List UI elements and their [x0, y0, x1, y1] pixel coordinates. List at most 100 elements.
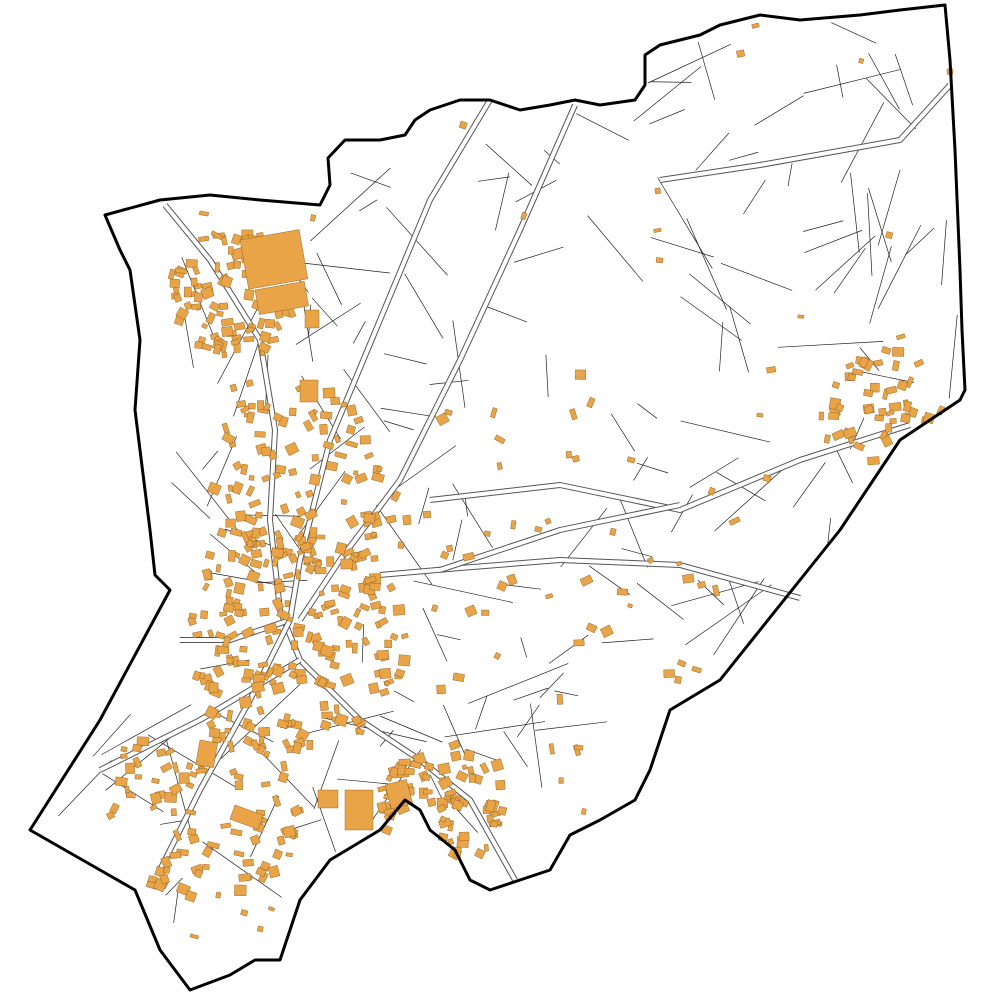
building: [205, 311, 217, 325]
building: [239, 645, 248, 653]
parcel-line: [868, 188, 892, 262]
parcel-line: [437, 634, 461, 641]
building: [206, 841, 220, 850]
building: [279, 503, 290, 515]
building: [240, 909, 249, 917]
building: [235, 510, 247, 522]
building: [873, 359, 884, 367]
building: [234, 608, 245, 618]
parcel-line: [650, 81, 692, 83]
building: [189, 770, 198, 778]
building: [231, 233, 242, 246]
building: [569, 408, 578, 421]
building: [202, 582, 210, 592]
building: [818, 411, 824, 421]
building: [185, 762, 194, 771]
parcel-line: [444, 721, 546, 738]
building: [254, 281, 309, 315]
building: [627, 603, 633, 609]
building: [219, 611, 228, 617]
building: [167, 268, 176, 280]
building: [439, 550, 450, 560]
building: [341, 472, 354, 485]
parcel-line: [647, 43, 731, 84]
building: [216, 527, 228, 538]
parcel-line: [877, 224, 922, 310]
building: [346, 404, 358, 417]
building: [192, 630, 203, 639]
building: [426, 797, 437, 808]
building: [305, 489, 314, 498]
building: [707, 486, 716, 496]
parcel-line: [171, 482, 211, 519]
parcel-line: [482, 304, 528, 323]
building: [751, 22, 760, 29]
building: [294, 491, 302, 499]
building: [330, 608, 340, 616]
commune-boundary: [28, 3, 967, 992]
building: [386, 582, 396, 593]
building: [238, 873, 252, 882]
building: [204, 705, 219, 721]
building: [392, 604, 406, 616]
building: [444, 408, 453, 416]
building: [422, 510, 432, 519]
building: [188, 612, 197, 619]
building: [248, 475, 255, 481]
building: [682, 573, 695, 584]
building: [330, 397, 340, 405]
building: [238, 553, 252, 567]
building: [151, 777, 160, 785]
parcel-line: [520, 637, 528, 658]
building: [510, 520, 517, 530]
building: [389, 632, 399, 641]
building: [385, 514, 397, 524]
road-fill: [439, 503, 681, 572]
parcel-line: [671, 494, 693, 533]
building: [244, 326, 255, 335]
building: [147, 875, 157, 884]
building: [334, 541, 347, 555]
building: [450, 750, 462, 762]
parcel-line: [452, 519, 463, 561]
parcel-line: [263, 754, 315, 808]
building: [345, 424, 357, 435]
building: [163, 866, 171, 874]
building: [229, 804, 264, 830]
parcel-line: [894, 54, 914, 106]
parcel-line: [394, 690, 414, 702]
building: [198, 235, 210, 243]
building: [355, 727, 365, 736]
building: [574, 744, 584, 751]
building: [345, 439, 359, 449]
building: [248, 402, 256, 410]
building: [319, 644, 335, 658]
building: [299, 541, 312, 552]
building: [270, 681, 286, 695]
parcel-line: [689, 457, 739, 488]
building: [232, 460, 243, 471]
building: [493, 652, 502, 660]
building: [548, 743, 555, 755]
building: [869, 382, 880, 393]
building: [246, 569, 261, 584]
parcel-line: [294, 470, 346, 541]
building: [195, 767, 208, 774]
building: [265, 666, 275, 678]
building: [172, 762, 180, 774]
building: [322, 440, 335, 450]
building: [333, 434, 341, 444]
parcel-line: [202, 841, 282, 898]
building: [398, 654, 411, 667]
building: [302, 555, 315, 565]
building: [319, 719, 332, 731]
building: [233, 260, 242, 269]
building: [239, 229, 309, 290]
parcel-line: [869, 246, 892, 324]
building: [379, 667, 392, 680]
building: [272, 794, 282, 808]
building: [696, 580, 707, 589]
building: [314, 567, 327, 575]
building: [132, 756, 143, 769]
building: [257, 400, 265, 410]
